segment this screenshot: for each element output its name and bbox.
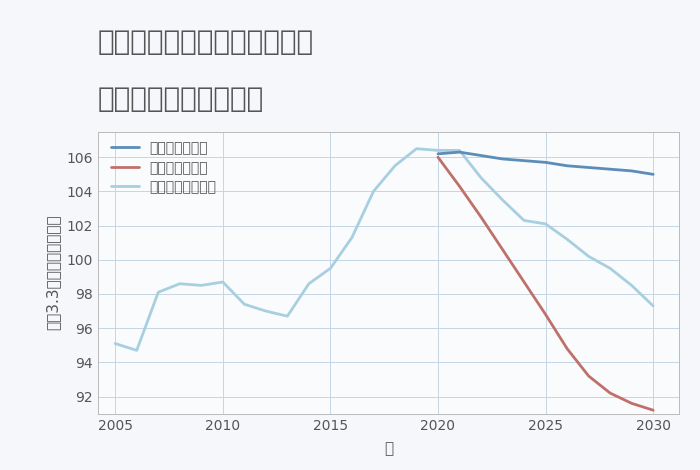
Y-axis label: 坪（3.3㎡）単価（万円）: 坪（3.3㎡）単価（万円） bbox=[46, 215, 60, 330]
ノーマルシナリオ bbox=[412, 146, 421, 151]
ノーマルシナリオ bbox=[541, 221, 550, 227]
ノーマルシナリオ bbox=[197, 282, 206, 288]
ノーマルシナリオ bbox=[304, 281, 313, 287]
Line: バッドシナリオ: バッドシナリオ bbox=[438, 157, 653, 410]
グッドシナリオ bbox=[455, 149, 463, 155]
Line: グッドシナリオ: グッドシナリオ bbox=[438, 152, 653, 174]
グッドシナリオ bbox=[477, 153, 485, 158]
ノーマルシナリオ bbox=[284, 313, 292, 319]
X-axis label: 年: 年 bbox=[384, 441, 393, 456]
ノーマルシナリオ bbox=[477, 175, 485, 180]
Legend: グッドシナリオ, バッドシナリオ, ノーマルシナリオ: グッドシナリオ, バッドシナリオ, ノーマルシナリオ bbox=[111, 141, 216, 195]
ノーマルシナリオ bbox=[584, 253, 593, 259]
ノーマルシナリオ bbox=[262, 308, 270, 314]
バッドシナリオ bbox=[606, 390, 615, 396]
Text: 中古戸建ての価格推移: 中古戸建ての価格推移 bbox=[98, 85, 265, 113]
ノーマルシナリオ bbox=[391, 163, 399, 169]
ノーマルシナリオ bbox=[132, 347, 141, 353]
Text: 愛知県名古屋市天白区横町の: 愛知県名古屋市天白区横町の bbox=[98, 28, 314, 56]
バッドシナリオ bbox=[627, 400, 636, 406]
ノーマルシナリオ bbox=[455, 148, 463, 153]
ノーマルシナリオ bbox=[434, 148, 442, 153]
グッドシナリオ bbox=[541, 159, 550, 165]
ノーマルシナリオ bbox=[240, 301, 248, 307]
グッドシナリオ bbox=[649, 172, 657, 177]
ノーマルシナリオ bbox=[606, 266, 615, 271]
グッドシナリオ bbox=[627, 168, 636, 174]
バッドシナリオ bbox=[649, 407, 657, 413]
ノーマルシナリオ bbox=[176, 281, 184, 287]
グッドシナリオ bbox=[520, 158, 528, 164]
バッドシナリオ bbox=[498, 247, 507, 252]
バッドシナリオ bbox=[520, 279, 528, 285]
バッドシナリオ bbox=[455, 183, 463, 189]
ノーマルシナリオ bbox=[520, 218, 528, 223]
バッドシナリオ bbox=[541, 312, 550, 317]
ノーマルシナリオ bbox=[369, 188, 377, 194]
ノーマルシナリオ bbox=[348, 235, 356, 240]
ノーマルシナリオ bbox=[498, 197, 507, 203]
グッドシナリオ bbox=[584, 164, 593, 170]
ノーマルシナリオ bbox=[649, 303, 657, 309]
ノーマルシナリオ bbox=[218, 279, 227, 285]
バッドシナリオ bbox=[584, 373, 593, 379]
バッドシナリオ bbox=[477, 214, 485, 220]
グッドシナリオ bbox=[563, 163, 571, 169]
ノーマルシナリオ bbox=[627, 282, 636, 288]
バッドシナリオ bbox=[434, 155, 442, 160]
グッドシナリオ bbox=[434, 151, 442, 157]
ノーマルシナリオ bbox=[563, 236, 571, 242]
グッドシナリオ bbox=[606, 166, 615, 172]
Line: ノーマルシナリオ: ノーマルシナリオ bbox=[116, 149, 653, 350]
ノーマルシナリオ bbox=[111, 341, 120, 346]
グッドシナリオ bbox=[498, 156, 507, 162]
バッドシナリオ bbox=[563, 346, 571, 352]
ノーマルシナリオ bbox=[326, 266, 335, 271]
ノーマルシナリオ bbox=[154, 290, 162, 295]
